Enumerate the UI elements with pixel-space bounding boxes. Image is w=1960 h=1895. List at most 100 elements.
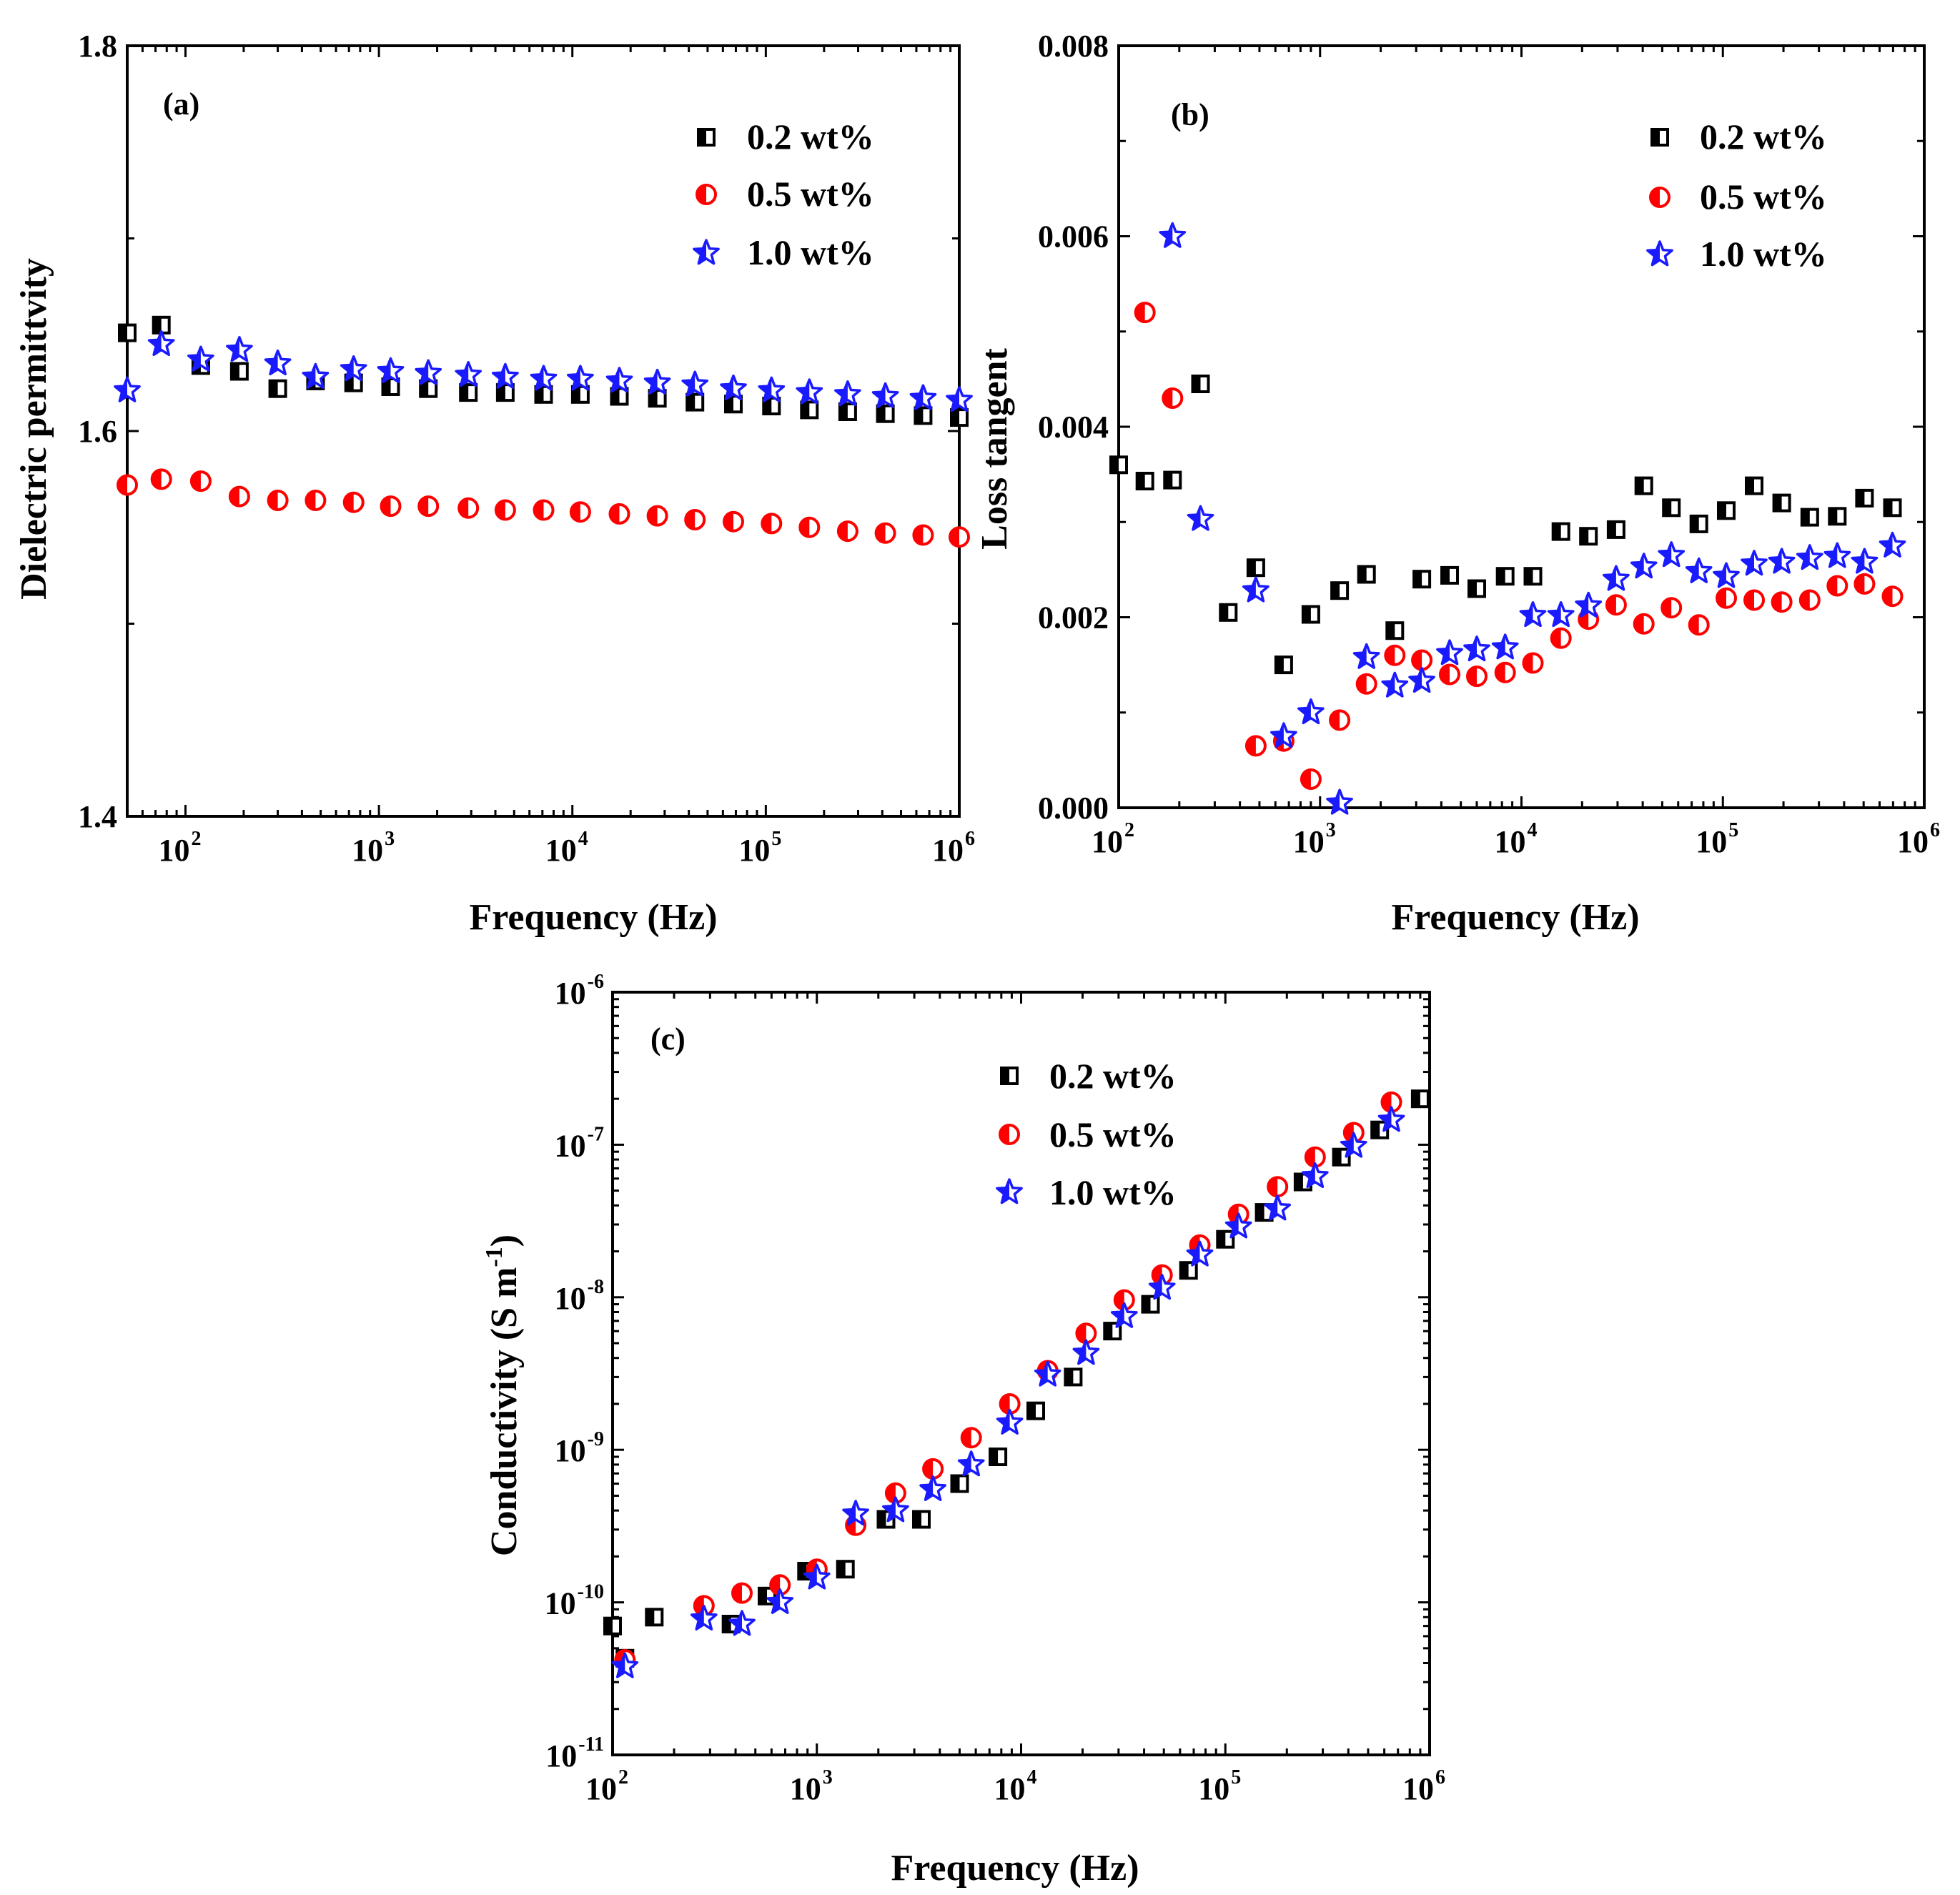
data-point-1-0-wt	[1630, 553, 1658, 579]
data-point-0-5-wt	[949, 526, 970, 548]
data-point-1-0-wt	[796, 378, 823, 405]
data-point-0-2-wt	[1828, 507, 1847, 526]
data-point-1-0-wt	[1491, 633, 1519, 660]
series-1-0-wt	[1159, 222, 1906, 815]
legend-label-1-0wt: 1.0 wt%	[1700, 234, 1827, 274]
data-point-0-5-wt	[912, 524, 934, 546]
x-tick-label: 105	[1198, 1766, 1241, 1806]
data-point-0-5-wt	[1466, 666, 1488, 688]
data-point-1-0-wt	[114, 376, 141, 402]
y-tick-label: 10-10	[545, 1581, 604, 1621]
data-point-0-5-wt	[1522, 652, 1544, 674]
data-point-1-0-wt	[1519, 601, 1547, 628]
plot-frame	[126, 44, 961, 818]
data-point-0-2-wt	[914, 406, 933, 425]
data-point-1-0-wt	[1408, 667, 1435, 693]
data-point-0-5-wt	[1798, 589, 1821, 611]
data-point-1-0-wt	[1242, 576, 1269, 603]
panel-c-ylabel-end: )	[484, 1235, 525, 1247]
data-point-0-5-wt	[380, 495, 402, 518]
panel-b-ylabel: Loss tangent	[974, 347, 1015, 549]
data-point-0-5-wt	[569, 501, 591, 523]
panel-a: (a) Dielectric permittvity Frequency (Hz…	[14, 29, 975, 938]
data-point-1-0-wt	[1603, 565, 1630, 591]
data-point-0-5-wt	[798, 516, 821, 538]
panel-c-ylabel-main: Conductivity (S m	[484, 1267, 525, 1556]
data-point-1-0-wt	[1685, 557, 1713, 583]
data-point-1-0-wt	[1436, 639, 1463, 666]
data-point-0-2-wt	[1274, 655, 1293, 675]
data-point-0-2-wt	[1163, 470, 1182, 490]
y-tick-label: 10-6	[555, 971, 604, 1011]
legend-label-0-5wt: 0.5 wt%	[1700, 177, 1827, 217]
data-point-0-2-wt	[1523, 567, 1543, 586]
legend-label-0-5wt: 0.5 wt%	[1049, 1114, 1177, 1154]
data-point-1-0-wt	[1713, 562, 1740, 588]
data-point-1-0-wt	[871, 382, 899, 408]
x-tick-label: 102	[158, 828, 201, 868]
legend-marker-1-0wt	[1646, 240, 1673, 267]
data-point-0-2-wt	[1385, 621, 1405, 640]
data-point-0-2-wt	[268, 379, 287, 398]
data-point-0-5-wt	[1162, 387, 1184, 409]
data-point-0-2-wt	[912, 1510, 931, 1529]
data-point-0-5-wt	[874, 522, 896, 544]
data-point-1-0-wt	[834, 380, 861, 407]
data-point-0-5-wt	[1384, 644, 1406, 666]
panel-a-legend: 0.2 wt% 0.5 wt% 1.0 wt%	[693, 117, 874, 272]
data-point-0-2-wt	[1745, 476, 1763, 495]
data-point-0-5-wt	[646, 505, 668, 527]
data-point-1-0-wt	[1851, 548, 1879, 574]
x-tick-label: 104	[994, 1766, 1037, 1806]
x-tick-label: 106	[932, 828, 975, 868]
data-point-0-2-wt	[1219, 603, 1238, 622]
data-point-0-2-wt	[459, 383, 478, 402]
data-point-0-2-wt	[685, 392, 705, 412]
plot-frame	[1117, 44, 1926, 809]
data-point-0-5-wt	[723, 510, 744, 533]
series-0-2-wt	[1109, 375, 1902, 675]
data-point-1-0-wt	[1072, 1339, 1100, 1365]
y-tick-label: 0.008	[1038, 29, 1109, 64]
data-point-0-2-wt	[118, 323, 137, 342]
y-tick-label: 10-9	[555, 1428, 604, 1468]
data-point-1-0-wt	[946, 386, 973, 412]
panel-c-ylabel-exp: -1	[481, 1247, 508, 1267]
data-point-0-2-wt	[1357, 565, 1376, 584]
data-point-1-0-wt	[1879, 531, 1906, 558]
data-point-0-5-wt	[1329, 709, 1351, 731]
data-point-0-5-wt	[189, 470, 212, 493]
data-point-0-5-wt	[1853, 573, 1876, 595]
x-tick-label: 106	[1897, 819, 1940, 859]
data-point-0-2-wt	[1246, 558, 1265, 578]
data-point-0-5-wt	[494, 499, 516, 521]
data-point-0-2-wt	[876, 404, 895, 423]
legend-label-0-2wt: 0.2 wt%	[1049, 1056, 1177, 1096]
panel-a-ylabel: Dielectric permittvity	[14, 258, 54, 600]
panel-c-label: (c)	[650, 1021, 685, 1057]
data-point-0-5-wt	[342, 491, 365, 513]
data-point-1-0-wt	[919, 1475, 946, 1501]
data-point-1-0-wt	[1823, 542, 1851, 568]
panel-a-xlabel: Frequency (Hz)	[469, 897, 717, 938]
data-point-1-0-wt	[957, 1450, 985, 1477]
data-point-1-0-wt	[681, 370, 709, 397]
data-point-0-5-wt	[608, 503, 630, 525]
data-point-0-5-wt	[1826, 575, 1848, 597]
panel-c-xlabel: Frequency (Hz)	[891, 1848, 1139, 1889]
data-point-0-2-wt	[1772, 493, 1791, 513]
data-point-1-0-wt	[264, 349, 292, 376]
x-tick-label: 102	[1092, 819, 1134, 859]
data-point-0-2-wt	[1301, 605, 1320, 624]
data-point-0-5-wt	[1660, 597, 1683, 619]
data-point-0-2-wt	[1064, 1367, 1083, 1387]
x-tick-label: 106	[1402, 1766, 1445, 1806]
series-0-2-wt	[603, 1089, 1430, 1668]
data-point-1-0-wt	[1352, 643, 1380, 669]
data-point-0-5-wt	[1688, 614, 1710, 636]
data-point-0-5-wt	[1550, 627, 1572, 649]
data-point-0-5-wt	[1494, 661, 1516, 683]
data-point-0-5-wt	[836, 520, 858, 543]
series-0-5-wt	[1134, 302, 1904, 790]
